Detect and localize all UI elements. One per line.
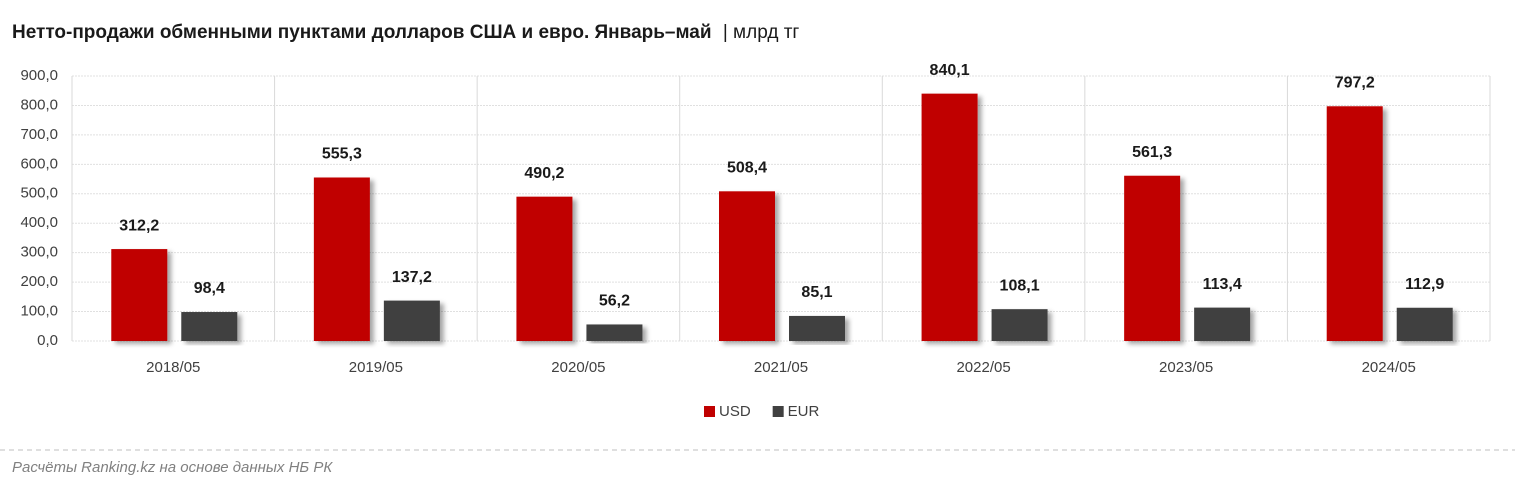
x-tick-label: 2019/05 — [349, 359, 403, 376]
value-label: 113,4 — [1203, 276, 1242, 293]
y-tick-label: 0,0 — [37, 332, 58, 349]
value-label: 98,4 — [194, 280, 225, 297]
bar — [991, 309, 1048, 341]
bar — [1124, 175, 1181, 341]
y-tick-label: 400,0 — [20, 214, 58, 231]
legend-swatch — [772, 406, 784, 417]
bar — [586, 324, 643, 341]
value-label: 112,9 — [1405, 276, 1444, 293]
bar — [1396, 307, 1453, 341]
x-tick-label: 2024/05 — [1362, 359, 1416, 376]
bar — [921, 93, 978, 341]
legend-label: EUR — [788, 403, 820, 420]
bar — [1326, 106, 1383, 341]
bar — [1194, 307, 1251, 341]
value-label: 840,1 — [930, 62, 970, 79]
value-label: 85,1 — [801, 284, 832, 301]
value-label: 797,2 — [1335, 74, 1375, 91]
y-tick-label: 200,0 — [20, 273, 58, 290]
bar — [719, 191, 775, 341]
legend-label: USD — [719, 403, 751, 420]
y-tick-label: 600,0 — [20, 155, 58, 172]
value-label: 490,2 — [524, 165, 564, 182]
bar — [789, 315, 845, 341]
title: Нетто-продажи обменными пунктами долларо… — [12, 22, 712, 43]
y-tick-label: 500,0 — [20, 185, 58, 202]
subtitle: | млрд тг — [723, 22, 800, 43]
x-tick-label: 2021/05 — [754, 359, 808, 376]
legend-swatch — [704, 406, 715, 417]
x-tick-label: 2020/05 — [551, 359, 605, 376]
y-tick-label: 900,0 — [20, 67, 58, 84]
source: Расчёты Ranking.kz на основе данных НБ Р… — [12, 459, 333, 476]
y-tick-label: 700,0 — [20, 126, 58, 143]
bar — [313, 177, 370, 341]
chart-title: Нетто-продажи обменными пунктами долларо… — [12, 22, 799, 43]
bar — [181, 312, 238, 341]
x-tick-label: 2023/05 — [1159, 359, 1213, 376]
value-label: 561,3 — [1132, 144, 1172, 161]
value-label: 555,3 — [322, 146, 362, 163]
y-tick-label: 800,0 — [20, 96, 58, 113]
value-label: 56,2 — [599, 293, 630, 310]
value-label: 108,1 — [1000, 277, 1040, 294]
y-tick-label: 100,0 — [20, 303, 58, 320]
value-label: 508,4 — [727, 160, 767, 177]
bar — [383, 300, 440, 341]
value-label: 312,2 — [119, 217, 159, 234]
y-tick-label: 300,0 — [20, 244, 58, 261]
bar — [516, 196, 573, 341]
x-tick-label: 2022/05 — [956, 359, 1010, 376]
x-tick-label: 2018/05 — [146, 359, 200, 376]
bar — [111, 249, 168, 341]
value-label: 137,2 — [392, 269, 432, 286]
